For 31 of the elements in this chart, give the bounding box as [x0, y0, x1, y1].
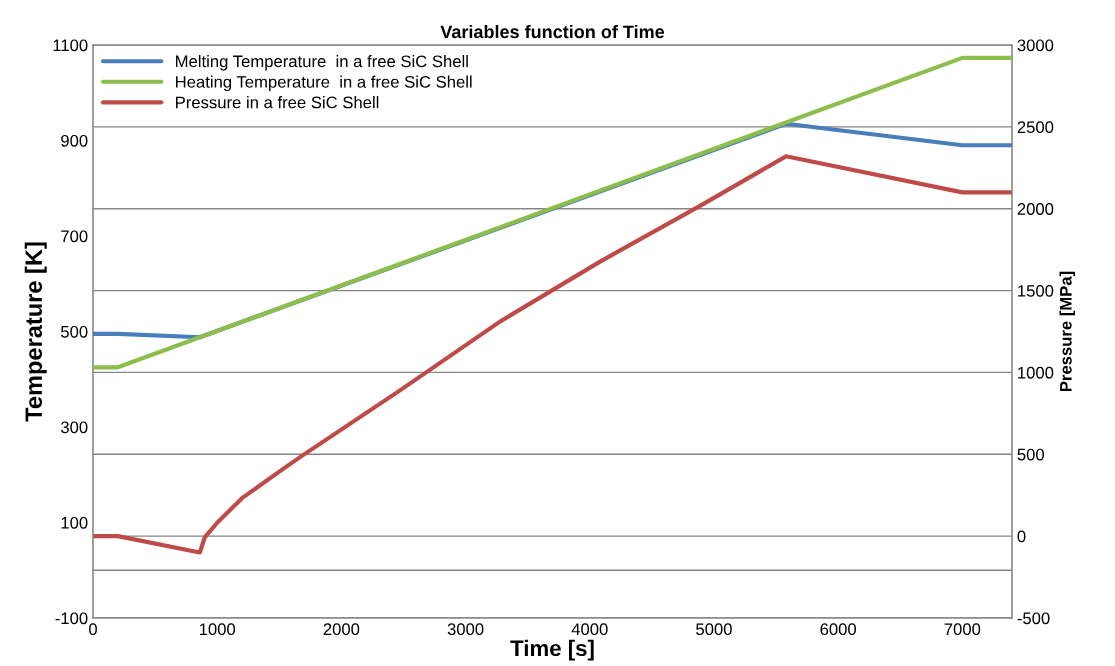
- legend-label: Heating Temperature in a free SiC Shell: [176, 75, 472, 92]
- y-axis-title: Temperature [K]: [24, 242, 47, 422]
- x-tick-label: 4000: [571, 623, 608, 636]
- y-tick-label: 900: [61, 134, 88, 147]
- chart-title: Variables function of Time: [440, 24, 665, 39]
- y2-tick-label: 2000: [1017, 203, 1054, 215]
- x-axis-title: Time [s]: [510, 639, 594, 661]
- x-tick-label: 3000: [447, 623, 484, 636]
- x-tick-label: 6000: [820, 623, 857, 636]
- x-tick-label: 5000: [696, 623, 732, 636]
- legend-label: Melting Temperature in a free SiC Shell: [176, 55, 468, 71]
- y-tick-label: 1100: [53, 39, 88, 52]
- y2-tick-label: 0: [1017, 530, 1026, 543]
- y2-axis-title: Pressure [MPa]: [1059, 271, 1076, 392]
- y2-tick-label: 3000: [1017, 39, 1054, 52]
- y-tick-label: 700: [61, 230, 88, 243]
- y2-tick-label: 2500: [1017, 121, 1054, 134]
- y-tick-label: 100: [61, 516, 88, 529]
- y2-tick-label: -500: [1017, 612, 1050, 625]
- line-series: [93, 154, 1012, 555]
- x-tick-label: 0: [89, 623, 97, 636]
- y2-tick-label: 500: [1017, 448, 1045, 461]
- y-tick-label: 300: [60, 421, 88, 434]
- y2-tick-label: 1500: [1018, 284, 1054, 297]
- x-tick-label: 2000: [323, 623, 360, 636]
- y-tick-label: -100: [55, 612, 88, 625]
- legend-label: Pressure in a free SiC Shell: [176, 96, 379, 109]
- y-tick-label: 500: [61, 325, 88, 338]
- x-tick-label: 1000: [199, 623, 236, 636]
- x-tick-label: 7000: [944, 623, 981, 636]
- y2-tick-label: 1000: [1018, 366, 1054, 379]
